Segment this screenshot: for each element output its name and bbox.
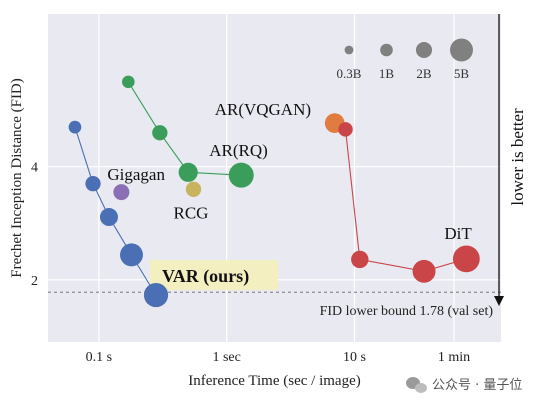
series-line [344, 129, 467, 272]
y-axis-title: Frechet Inception Distance (FID) [9, 78, 25, 278]
data-point [143, 282, 169, 308]
data-point [122, 75, 135, 89]
size-legend-label: 1B [379, 66, 395, 81]
lower-is-better: lower is better [494, 14, 527, 306]
data-point [99, 208, 118, 227]
data-point [338, 122, 353, 137]
size-legend-marker [450, 38, 473, 62]
lower-is-better-label: lower is better [508, 108, 527, 206]
data-point [113, 184, 130, 201]
data-point [85, 176, 101, 192]
size-legend-label: 0.3B [337, 66, 362, 81]
size-legend-label: 5B [454, 66, 470, 81]
data-point [152, 125, 168, 141]
size-legend: 0.3B 1B 2B 5B [337, 38, 473, 81]
series-line [127, 81, 242, 176]
data-point [120, 243, 143, 267]
annotation-rcg: RCG [173, 203, 208, 222]
data-point [185, 181, 202, 197]
wechat-icon [406, 377, 427, 393]
x-tick-label: 0.1 s [86, 350, 112, 365]
annotation-dit: DiT [444, 224, 472, 243]
fid-bound-label: FID lower bound 1.78 (val set) [320, 304, 494, 319]
x-tick-label: 1 sec [212, 350, 240, 365]
axis-ticks: 0.1 s 1 sec 10 s 1 min 2 4 [31, 161, 470, 365]
grid [48, 14, 501, 342]
x-tick-label: 10 s [343, 350, 366, 365]
x-axis-title: Inference Time (sec / image) [188, 373, 360, 389]
data-point [228, 162, 254, 188]
annotation-var: VAR (ours) [162, 266, 249, 287]
data-point [351, 250, 369, 269]
data-point [68, 120, 82, 134]
y-tick-label: 2 [31, 274, 38, 289]
series-points [68, 75, 480, 308]
data-point [178, 162, 198, 182]
size-legend-label: 2B [416, 66, 432, 81]
arrow-down-icon [494, 296, 504, 306]
size-legend-marker [415, 41, 433, 59]
annotation-gigagan: Gigagan [107, 165, 165, 184]
watermark: 公众号 · 量子位 [406, 377, 522, 393]
size-legend-marker [380, 43, 393, 57]
data-point [452, 245, 480, 273]
data-point [412, 259, 436, 283]
size-legend-marker [344, 45, 354, 55]
var-highlight [150, 260, 279, 291]
annotation-ar-rq: AR(RQ) [209, 141, 268, 160]
y-tick-label: 4 [31, 161, 38, 176]
x-tick-label: 1 min [438, 350, 470, 365]
annotation-ar-vqgan: AR(VQGAN) [215, 100, 311, 119]
watermark-text: 公众号 · 量子位 [432, 378, 522, 393]
